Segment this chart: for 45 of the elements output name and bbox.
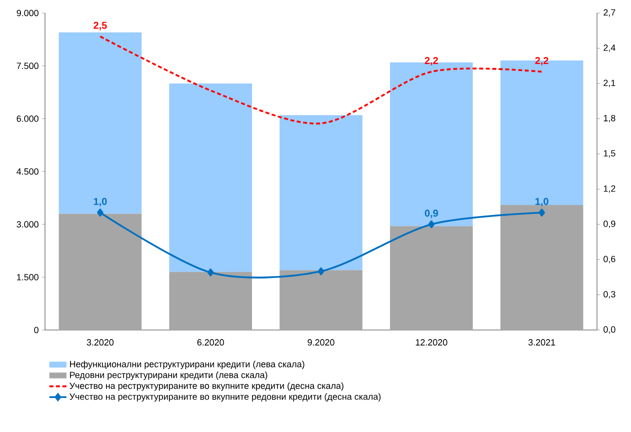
y2-tick-label: 2,4	[604, 44, 616, 52]
point	[538, 208, 545, 216]
legend-label: Редовни реструктурирани кредити (лева скала)	[70, 372, 268, 380]
data-label: 2,5	[94, 22, 107, 30]
data-label: 1,0	[94, 198, 107, 206]
y-tick-label: 6.000	[16, 115, 38, 122]
bar	[58, 32, 142, 214]
bar	[500, 204, 584, 330]
x-tick-label: 3.2021	[528, 339, 556, 346]
point	[318, 267, 324, 276]
data-label: 2,2	[424, 57, 438, 66]
x-tick-label: 12.2020	[416, 339, 448, 346]
y2-tick-label: 0,6	[604, 256, 616, 264]
bar	[58, 214, 142, 330]
y2-tick-label: 0,3	[604, 291, 616, 298]
bar	[280, 115, 362, 270]
x-tick-label: 9.2020	[308, 339, 334, 346]
bar	[169, 83, 252, 272]
point	[207, 268, 214, 276]
y2-tick-label: 0,0	[604, 326, 616, 334]
y-tick-label: 4.500	[16, 168, 38, 175]
bar	[280, 270, 362, 330]
y2-tick-label: 1,5	[604, 150, 616, 158]
y2-tick-label: 2,7	[604, 9, 616, 17]
y-tick-label: 0	[34, 326, 38, 334]
point	[428, 220, 435, 228]
y2-tick-label: 2,1	[604, 80, 616, 88]
legend-label: Учество на реструктурираните во вкупните кредити (десна скала)	[70, 382, 344, 391]
y2-tick-label: 1,2	[604, 185, 616, 193]
bar	[169, 272, 252, 330]
y2-tick-label: 1,8	[604, 114, 616, 122]
legend-label: Нефункционални реструктурирани кредити (лева скала)	[70, 360, 304, 370]
y-tick-label: 7.500	[16, 62, 38, 70]
y-tick-label: 9.000	[16, 10, 38, 16]
data-label: 1,0	[536, 198, 548, 206]
y-tick-label: 1.500	[17, 274, 38, 280]
bar	[390, 226, 473, 330]
data-label: 2,2	[535, 57, 548, 66]
legend-label: Учество на реструктурираните во вкупните редовни кредити (десна скала)	[70, 393, 381, 402]
y2-tick-label: 0,9	[604, 220, 616, 228]
x-tick-label: 6.2020	[197, 339, 224, 346]
x-tick-label: 3.2020	[86, 339, 114, 346]
data-label: 0,9	[424, 210, 438, 218]
point	[97, 208, 104, 216]
y-tick-label: 3.000	[16, 221, 38, 228]
